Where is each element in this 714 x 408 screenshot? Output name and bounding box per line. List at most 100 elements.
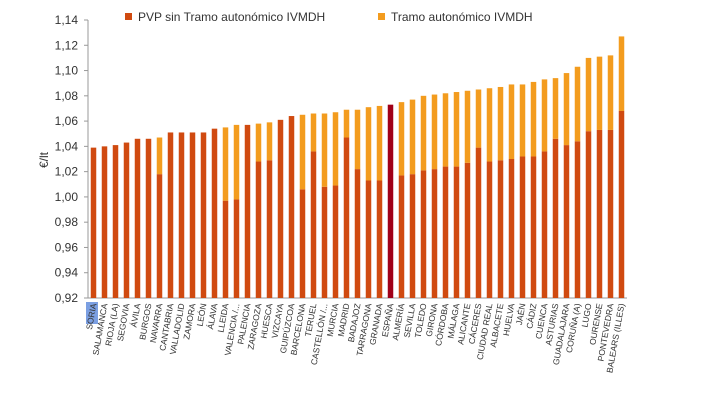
- y-tick-label: 1,10: [55, 64, 79, 78]
- bar-segment: [266, 160, 273, 298]
- bar-segment: [453, 166, 460, 298]
- bar-segment: [442, 93, 449, 167]
- bar-segment: [387, 104, 394, 298]
- bar-segment: [321, 186, 328, 298]
- legend-swatch: [125, 13, 132, 20]
- bar-segment: [222, 127, 229, 201]
- bar-segment: [200, 132, 207, 298]
- bar-segment: [420, 170, 427, 298]
- bar-segment: [530, 156, 537, 298]
- x-tick-label: SORIA: [84, 302, 98, 330]
- bar-segment: [486, 88, 493, 162]
- bar-segment: [409, 174, 416, 298]
- bar-segment: [244, 124, 251, 298]
- bar-segment: [508, 159, 515, 298]
- bar-segment: [101, 146, 108, 298]
- bar-segment: [376, 180, 383, 298]
- bar-segment: [486, 161, 493, 298]
- bar-segment: [596, 129, 603, 298]
- bar-segment: [134, 138, 141, 298]
- y-tick-label: 0,92: [55, 291, 79, 305]
- y-tick-label: 0,96: [55, 240, 79, 254]
- bar-segment: [299, 114, 306, 190]
- bar-segment: [563, 145, 570, 298]
- legend-label: PVP sin Tramo autonómico IVMDH: [138, 10, 325, 24]
- bar-segment: [365, 180, 372, 298]
- bar-segment: [299, 189, 306, 298]
- bar-segment: [112, 145, 119, 298]
- bar-segment: [255, 123, 262, 162]
- bar-segment: [156, 137, 163, 175]
- x-tick-label: LEÓN: [195, 303, 209, 328]
- bar-segment: [574, 141, 581, 298]
- bar-segment: [288, 116, 295, 298]
- bar-segment: [222, 200, 229, 298]
- bar-segment: [145, 138, 152, 298]
- bar-segment: [497, 160, 504, 298]
- bar-segment: [585, 131, 592, 298]
- bar-segment: [453, 92, 460, 167]
- x-tick-label: CÁDIZ: [524, 303, 538, 330]
- bar-segment: [123, 142, 130, 298]
- legend-swatch: [378, 13, 385, 20]
- y-tick-label: 1,08: [55, 89, 79, 103]
- bar-segment: [508, 84, 515, 159]
- bar-segment: [255, 161, 262, 298]
- bar-segment: [519, 156, 526, 298]
- bar-segment: [442, 166, 449, 298]
- bar-segment: [233, 124, 240, 200]
- bar-segment: [354, 109, 361, 170]
- bar-segment: [376, 105, 383, 181]
- bar-segment: [211, 128, 218, 298]
- bar-segment: [365, 107, 372, 181]
- y-tick-label: 0,98: [55, 215, 79, 229]
- bar-segment: [552, 138, 559, 298]
- bar-segment: [266, 122, 273, 161]
- y-tick-label: 1,06: [55, 114, 79, 128]
- bar-segment: [431, 169, 438, 298]
- y-tick-label: 1,04: [55, 139, 79, 153]
- bar-segment: [464, 162, 471, 298]
- y-tick-label: 1,14: [55, 13, 79, 27]
- bar-segment: [310, 113, 317, 152]
- bar-segment: [90, 147, 97, 298]
- bar-segment: [420, 95, 427, 171]
- bar-segment: [178, 132, 185, 298]
- bar-segment: [497, 86, 504, 161]
- bar-segment: [530, 81, 537, 157]
- x-tick-label: LUGO: [579, 302, 593, 328]
- bar-segment: [475, 147, 482, 298]
- bar-segment: [398, 175, 405, 298]
- bar-segment: [233, 199, 240, 298]
- y-tick-label: 0,94: [55, 266, 79, 280]
- bar-segment: [343, 109, 350, 138]
- bar-segment: [343, 137, 350, 298]
- bar-segment: [332, 112, 339, 186]
- bar-segment: [585, 57, 592, 132]
- bar-segment: [321, 113, 328, 187]
- bar-segment: [541, 79, 548, 152]
- y-axis-label: €/lt: [37, 151, 51, 168]
- bar-segment: [167, 132, 174, 298]
- bar-segment: [596, 56, 603, 130]
- bar-segment: [552, 78, 559, 139]
- bar-segment: [310, 151, 317, 298]
- bar-segment: [189, 132, 196, 298]
- bar-segment: [541, 151, 548, 298]
- bar-segment: [618, 36, 625, 111]
- selection-highlight: [86, 302, 98, 324]
- bar-segment: [332, 185, 339, 298]
- bar-segment: [354, 169, 361, 298]
- legend-label: Tramo autonómico IVMDH: [391, 10, 533, 24]
- bar-segment: [409, 99, 416, 175]
- bar-segment: [475, 89, 482, 148]
- bar-segment: [607, 129, 614, 298]
- bar-segment: [574, 66, 581, 142]
- bar-segment: [607, 55, 614, 130]
- y-tick-label: 1,02: [55, 165, 79, 179]
- bar-segment: [464, 90, 471, 163]
- bar-segment: [156, 174, 163, 298]
- bar-segment: [398, 102, 405, 176]
- bar-segment: [618, 110, 625, 299]
